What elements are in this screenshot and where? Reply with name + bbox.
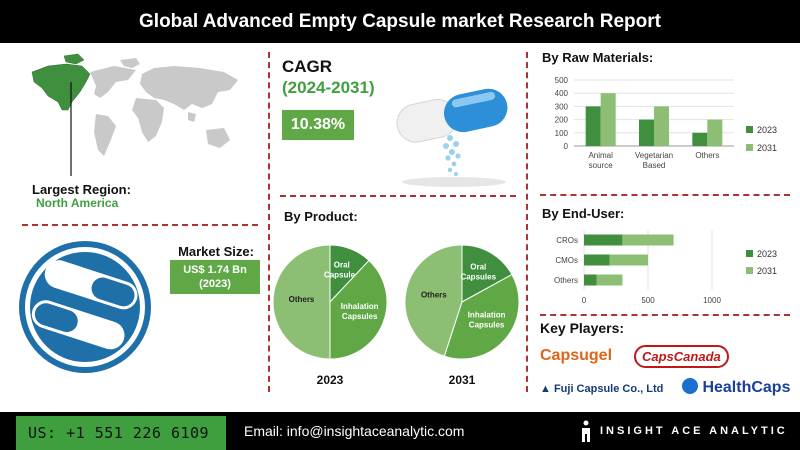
raw-bar-2031-2 — [707, 119, 723, 146]
pie-slice-2023-0 — [272, 244, 331, 360]
by-product-label: By Product: — [284, 209, 358, 224]
raw-ytick-label: 400 — [555, 89, 569, 98]
end-user-chart: 0 500 1000 CROs CMOs Others 2023 2031 — [554, 230, 777, 305]
raw-ytick-label: 200 — [555, 116, 569, 125]
largest-region-value: North America — [36, 196, 119, 210]
enduser-bar-2023-1 — [584, 254, 610, 266]
healthcaps-name: HealthCaps — [702, 379, 791, 396]
enduser-xtick-label: 1000 — [703, 296, 721, 305]
pie-label-2031-0: Others — [421, 291, 447, 300]
enduser-bar-2023-2 — [584, 274, 597, 286]
raw-bar-2023-2 — [692, 132, 708, 146]
fuji-capsule-name: Fuji Capsule Co., Ltd — [553, 383, 664, 395]
pie-label-2031-2: Inhalation Capsules — [468, 310, 506, 329]
email-link[interactable]: Email: info@insightaceanalytic.com — [244, 423, 465, 439]
raw-bar-2023-0 — [585, 106, 601, 146]
raw-legend-label-2023: 2023 — [757, 125, 777, 135]
pill-illustration — [396, 88, 508, 187]
fuji-capsule-logo: ▲ Fuji Capsule Co., Ltd — [540, 383, 663, 395]
world-map — [31, 53, 238, 176]
divider-right — [526, 52, 528, 392]
raw-category-label: source — [589, 161, 614, 170]
raw-legend-label-2031: 2031 — [757, 143, 777, 153]
brand-name: INSIGHT ACE ANALYTIC — [600, 425, 788, 437]
enduser-bar-2031-0 — [622, 234, 674, 246]
market-size-year: (2023) — [199, 278, 231, 290]
by-raw-materials-label: By Raw Materials: — [542, 50, 654, 65]
enduser-category-label: CROs — [556, 236, 578, 245]
largest-region-label: Largest Region: — [32, 182, 131, 197]
enduser-category-label: Others — [554, 276, 578, 285]
raw-category-label: Based — [643, 161, 666, 170]
raw-ytick-label: 0 — [564, 142, 569, 151]
raw-ytick-label: 100 — [555, 129, 569, 138]
enduser-legend-swatch-2023 — [746, 250, 753, 257]
phone-number[interactable]: US: +1 551 226 6109 — [16, 416, 226, 450]
pie-slice-2031-1 — [461, 244, 513, 303]
raw-bar-2031-0 — [600, 93, 616, 146]
cagr-label: CAGR — [282, 57, 333, 76]
pie-slice-2023-2 — [329, 259, 388, 360]
market-size-value: US$ 1.74 Bn — [183, 264, 247, 276]
enduser-xtick-label: 500 — [641, 296, 655, 305]
raw-category-label: Others — [695, 151, 719, 160]
brand-logo-icon — [580, 420, 592, 442]
pie-label-2023-1: Oral Capsules — [324, 260, 360, 279]
cagr-value-badge: 10.38% — [282, 110, 354, 140]
capscanada-logo: CapsCanada — [634, 345, 729, 368]
raw-bar-2031-1 — [654, 106, 669, 146]
pie-year-2031: 2031 — [449, 373, 476, 387]
enduser-xtick-label: 0 — [582, 296, 587, 305]
market-size-label: Market Size: — [178, 244, 254, 259]
enduser-legend-label-2031: 2031 — [757, 266, 777, 276]
healthcaps-icon — [682, 378, 698, 394]
enduser-bar-2031-2 — [596, 274, 623, 286]
pie-label-2023-2: Inhalation Capsules — [341, 302, 379, 321]
divider-raw — [540, 194, 790, 196]
page-title: Global Advanced Empty Capsule market Res… — [0, 0, 800, 43]
raw-bar-2023-1 — [639, 119, 654, 146]
capsugel-logo: Capsugel — [540, 347, 613, 364]
capsule-illustration — [19, 241, 151, 373]
divider-left — [268, 52, 270, 392]
pie-label-2031-1: Oral Capsules — [460, 263, 496, 282]
pie-year-2023: 2023 — [317, 373, 344, 387]
raw-category-label: Animal — [588, 151, 613, 160]
pie-slice-2031-0 — [404, 244, 463, 357]
raw-legend-swatch-2031 — [746, 144, 753, 151]
raw-category-label: Vegetarian — [635, 151, 673, 160]
enduser-category-label: CMOs — [555, 256, 578, 265]
cagr-period: (2024-2031) — [282, 78, 375, 97]
divider-enduser — [540, 314, 790, 316]
by-end-user-label: By End-User: — [542, 206, 625, 221]
raw-legend-swatch-2023 — [746, 126, 753, 133]
enduser-legend-label-2023: 2023 — [757, 249, 777, 259]
raw-ytick-label: 300 — [555, 102, 569, 111]
healthcaps-logo: HealthCaps — [682, 378, 790, 397]
fuji-mountain-icon: ▲ — [540, 383, 551, 395]
divider-region — [22, 224, 258, 226]
divider-cagr — [280, 195, 516, 197]
key-players-label: Key Players: — [540, 320, 625, 336]
enduser-legend-swatch-2031 — [746, 267, 753, 274]
pie-slice-2031-2 — [443, 273, 520, 360]
market-size-badge: US$ 1.74 Bn (2023) — [170, 260, 260, 294]
raw-ytick-label: 500 — [555, 76, 569, 85]
pie-label-2023-0: Others — [289, 295, 315, 304]
product-pie-charts: Others Oral Capsules Inhalation Capsules 2023… — [272, 244, 520, 387]
enduser-bar-2023-0 — [584, 234, 623, 246]
enduser-bar-2031-1 — [609, 254, 648, 266]
